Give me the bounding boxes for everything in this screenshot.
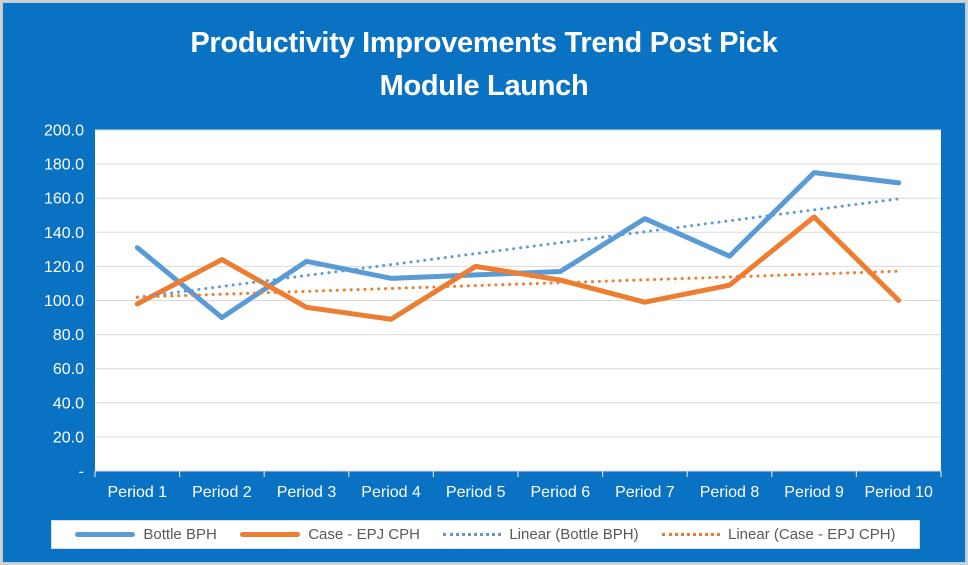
x-axis-label: Period 6 — [531, 484, 591, 501]
legend-label-linear-case-epj-cph: Linear (Case - EPJ CPH) — [728, 526, 896, 543]
x-axis-label: Period 1 — [108, 484, 168, 501]
legend-dotted-line-swatch-linear-bottle-bph — [443, 533, 502, 536]
legend-item-linear-bottle-bph: Linear (Bottle BPH) — [443, 526, 639, 543]
trendline-linear-case-epj-cph — [135, 269, 901, 299]
chart-title-line-2: Module Launch — [379, 70, 589, 102]
chart-legend: Bottle BPH Case - EPJ CPH Linear (Bottle B… — [51, 520, 920, 549]
legend-item-bottle-bph: Bottle BPH — [75, 526, 217, 543]
y-tick-label: 160.0 — [44, 191, 84, 208]
series-line-case-epj-cph — [134, 214, 902, 322]
y-tick-label: 60.0 — [53, 361, 84, 378]
x-axis-label: Period 4 — [361, 484, 421, 501]
y-tick-label: - — [79, 464, 84, 481]
y-tick-label: 40.0 — [53, 395, 84, 412]
y-tick-label: 20.0 — [53, 429, 84, 446]
x-axis-label: Period 9 — [784, 484, 844, 501]
x-axis-label: Period 10 — [864, 484, 933, 501]
chart-title-line-1: Productivity Improvements Trend Post Pic… — [190, 27, 778, 59]
legend-label-linear-bottle-bph: Linear (Bottle BPH) — [509, 526, 639, 543]
legend-line-swatch-case-epj-cph — [240, 532, 301, 537]
legend-item-linear-case-epj-cph: Linear (Case - EPJ CPH) — [662, 526, 896, 543]
legend-label-case-epj-cph: Case - EPJ CPH — [308, 526, 420, 543]
legend-dotted-line-swatch-linear-case-epj-cph — [662, 533, 720, 536]
y-tick-label: 200.0 — [44, 123, 84, 140]
y-tick-label: 100.0 — [44, 293, 84, 310]
x-axis-label: Period 5 — [446, 484, 506, 501]
x-axis-label: Period 7 — [615, 484, 675, 501]
legend-line-swatch-bottle-bph — [75, 532, 136, 537]
legend-label-bottle-bph: Bottle BPH — [143, 526, 217, 543]
x-axis-label: Period 8 — [700, 484, 760, 501]
x-axis-label: Period 3 — [277, 484, 337, 501]
y-tick-label: 120.0 — [44, 259, 84, 276]
chart-title: Productivity Improvements Trend Post Pic… — [2, 22, 966, 108]
y-tick-label: 180.0 — [44, 157, 84, 174]
x-axis-label: Period 2 — [192, 484, 252, 501]
legend-item-case-epj-cph: Case - EPJ CPH — [240, 526, 420, 543]
y-tick-label: 80.0 — [53, 327, 84, 344]
y-tick-label: 140.0 — [44, 225, 84, 242]
